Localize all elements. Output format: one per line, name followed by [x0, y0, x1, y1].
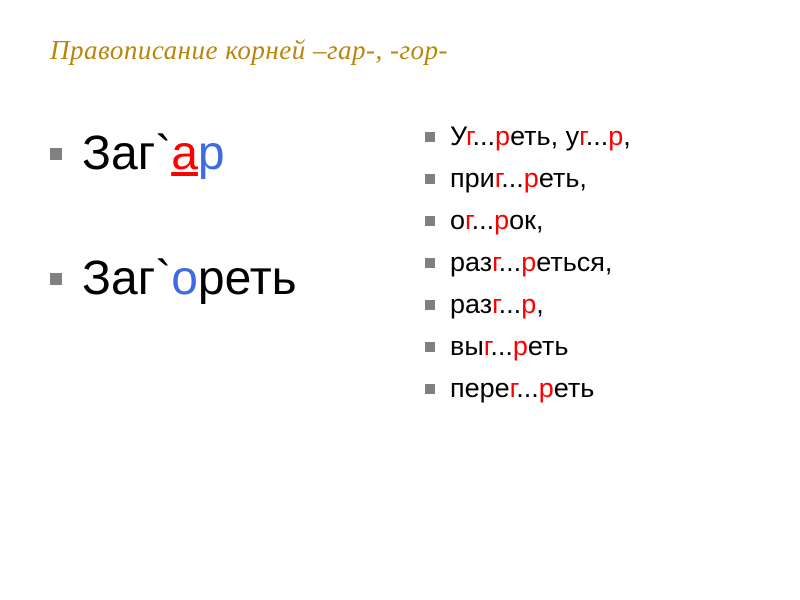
text-part: о	[450, 205, 465, 235]
exercise-item: перег...реть	[425, 373, 750, 404]
bullet-icon	[50, 148, 62, 160]
text-part: еть	[528, 331, 569, 361]
text-part: р	[494, 205, 509, 235]
text-part: ...	[516, 373, 539, 403]
exercise-item: выг...реть	[425, 331, 750, 362]
bullet-icon	[425, 258, 435, 268]
text-part: Заг`	[82, 252, 171, 305]
bullet-icon	[50, 273, 62, 285]
exercise-item: Уг...реть, уг...р,	[425, 121, 750, 152]
bullet-icon	[425, 174, 435, 184]
text-part: р	[521, 289, 536, 319]
bullet-icon	[425, 342, 435, 352]
example-text: Заг`ореть	[82, 251, 297, 306]
text-part: пере	[450, 373, 510, 403]
examples-column: Заг`арЗаг`ореть	[50, 121, 375, 415]
bullet-icon	[425, 132, 435, 142]
text-part: вы	[450, 331, 484, 361]
text-part: Заг`	[82, 127, 171, 180]
text-part: р	[495, 121, 510, 151]
text-part: ...	[490, 331, 513, 361]
bullet-icon	[425, 216, 435, 226]
exercise-text: Уг...реть, уг...р,	[450, 121, 631, 152]
text-part: ,	[536, 289, 544, 319]
text-part: р	[608, 121, 623, 151]
text-part: а	[171, 127, 198, 180]
text-part: реть	[198, 252, 297, 305]
text-part: р	[524, 163, 539, 193]
exercise-text: ог...рок,	[450, 205, 543, 236]
bullet-icon	[425, 300, 435, 310]
text-part: ок,	[509, 205, 543, 235]
text-part: р	[539, 373, 554, 403]
text-part: еть,	[539, 163, 587, 193]
bullet-icon	[425, 384, 435, 394]
exercise-text: приг...реть,	[450, 163, 587, 194]
exercise-text: разг...реться,	[450, 247, 612, 278]
text-part: ...	[473, 121, 496, 151]
text-part: р	[198, 127, 225, 180]
text-part: ...	[499, 247, 522, 277]
text-part: раз	[450, 289, 492, 319]
text-part: У	[450, 121, 466, 151]
example-item: Заг`ар	[50, 126, 375, 181]
exercise-text: выг...реть	[450, 331, 568, 362]
text-part: еться,	[536, 247, 612, 277]
text-part: еть	[554, 373, 595, 403]
exercises-column: Уг...реть, уг...р,приг...реть,ог...рок,р…	[425, 121, 750, 415]
slide-title: Правописание корней –гар-, -гор-	[50, 35, 750, 66]
example-text: Заг`ар	[82, 126, 225, 181]
text-part: раз	[450, 247, 492, 277]
text-part: ...	[472, 205, 495, 235]
example-item: Заг`ореть	[50, 251, 375, 306]
exercise-text: перег...реть	[450, 373, 594, 404]
text-part: при	[450, 163, 495, 193]
exercise-item: приг...реть,	[425, 163, 750, 194]
text-part: ,	[623, 121, 631, 151]
text-part: р	[513, 331, 528, 361]
slide-container: Правописание корней –гар-, -гор- Заг`арЗ…	[0, 0, 800, 600]
exercise-text: разг...р,	[450, 289, 544, 320]
content-area: Заг`арЗаг`ореть Уг...реть, уг...р,приг..…	[50, 121, 750, 415]
exercise-item: разг...реться,	[425, 247, 750, 278]
text-part: ...	[586, 121, 609, 151]
text-part: ...	[499, 289, 522, 319]
exercise-item: разг...р,	[425, 289, 750, 320]
exercise-item: ог...рок,	[425, 205, 750, 236]
text-part: ...	[501, 163, 524, 193]
text-part: о	[171, 252, 198, 305]
text-part: р	[521, 247, 536, 277]
text-part: еть, у	[510, 121, 579, 151]
